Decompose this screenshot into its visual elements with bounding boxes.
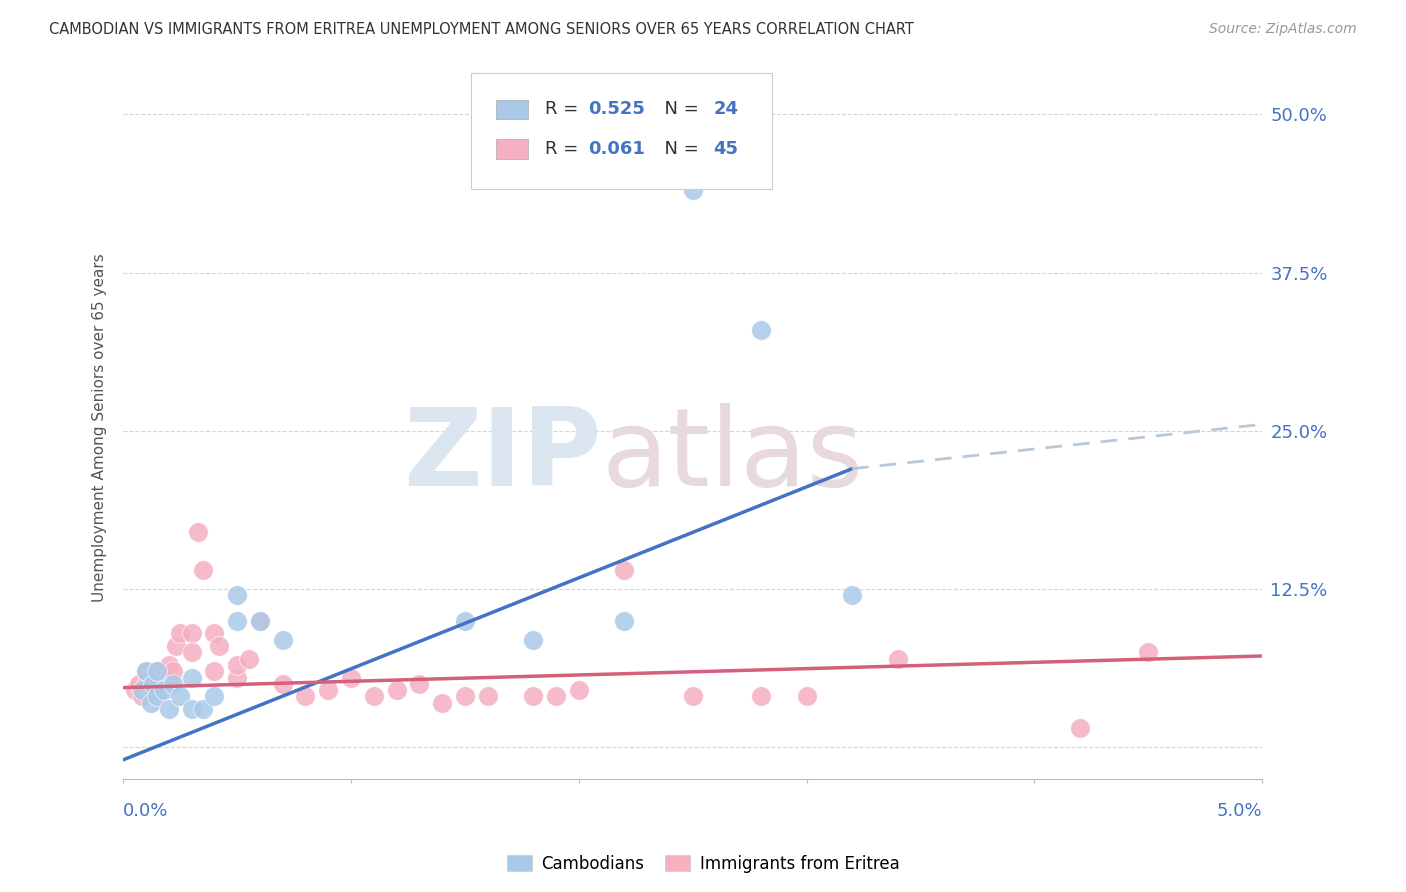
FancyBboxPatch shape <box>496 139 527 159</box>
Text: 0.525: 0.525 <box>588 101 645 119</box>
Y-axis label: Unemployment Among Seniors over 65 years: Unemployment Among Seniors over 65 years <box>93 253 107 602</box>
Point <box>226 671 249 685</box>
Point <box>454 614 477 628</box>
Point <box>139 683 162 698</box>
Point <box>568 683 591 698</box>
Point <box>886 651 908 665</box>
Text: Source: ZipAtlas.com: Source: ZipAtlas.com <box>1209 22 1357 37</box>
Point <box>142 677 165 691</box>
Point <box>169 690 191 704</box>
Point <box>135 664 157 678</box>
Text: CAMBODIAN VS IMMIGRANTS FROM ERITREA UNEMPLOYMENT AMONG SENIORS OVER 65 YEARS CO: CAMBODIAN VS IMMIGRANTS FROM ERITREA UNE… <box>49 22 914 37</box>
Point <box>682 690 704 704</box>
Text: 5.0%: 5.0% <box>1216 802 1263 820</box>
Point <box>749 322 772 336</box>
Point <box>202 664 225 678</box>
Point <box>316 683 339 698</box>
Point <box>1069 721 1091 735</box>
Point <box>165 639 187 653</box>
Point <box>682 183 704 197</box>
Point <box>1137 645 1160 659</box>
FancyBboxPatch shape <box>471 73 772 189</box>
Point <box>841 588 863 602</box>
Point <box>208 639 231 653</box>
Point <box>153 683 176 698</box>
Point <box>385 683 408 698</box>
Point <box>180 671 202 685</box>
Point <box>226 588 249 602</box>
Text: ZIP: ZIP <box>404 402 602 508</box>
Point <box>454 690 477 704</box>
Text: 24: 24 <box>713 101 738 119</box>
Point <box>157 657 180 672</box>
Text: 0.061: 0.061 <box>588 140 645 158</box>
Text: R =: R = <box>544 101 583 119</box>
Point <box>249 614 271 628</box>
Point <box>124 683 146 698</box>
Point <box>142 677 165 691</box>
Point <box>131 683 153 698</box>
Point <box>187 524 209 539</box>
Point <box>202 690 225 704</box>
Point <box>340 671 363 685</box>
Point <box>226 614 249 628</box>
Point <box>226 657 249 672</box>
Text: N =: N = <box>652 140 704 158</box>
Point <box>169 626 191 640</box>
Point <box>294 690 316 704</box>
Legend: Cambodians, Immigrants from Eritrea: Cambodians, Immigrants from Eritrea <box>501 848 905 880</box>
Point <box>162 677 184 691</box>
FancyBboxPatch shape <box>496 100 527 120</box>
Point <box>238 651 260 665</box>
Point <box>522 690 544 704</box>
Point <box>613 614 636 628</box>
Point <box>128 677 150 691</box>
Point <box>202 626 225 640</box>
Point <box>135 677 157 691</box>
Point <box>146 664 169 678</box>
Point <box>146 690 169 704</box>
Point <box>162 664 184 678</box>
Point <box>749 690 772 704</box>
Point <box>796 690 818 704</box>
Text: atlas: atlas <box>602 402 863 508</box>
Point <box>131 690 153 704</box>
Text: N =: N = <box>652 101 704 119</box>
Point <box>249 614 271 628</box>
Text: 45: 45 <box>713 140 738 158</box>
Point <box>191 563 214 577</box>
Text: 0.0%: 0.0% <box>124 802 169 820</box>
Point <box>191 702 214 716</box>
Point <box>146 664 169 678</box>
Point <box>544 690 567 704</box>
Point <box>180 626 202 640</box>
Point <box>522 632 544 647</box>
Point <box>180 645 202 659</box>
Point <box>408 677 430 691</box>
Point <box>271 677 294 691</box>
Point <box>363 690 385 704</box>
Point <box>135 664 157 678</box>
Point <box>139 696 162 710</box>
Point <box>157 671 180 685</box>
Point <box>430 696 453 710</box>
Point <box>180 702 202 716</box>
Point <box>157 702 180 716</box>
Point <box>477 690 499 704</box>
Point <box>613 563 636 577</box>
Point <box>146 683 169 698</box>
Point <box>271 632 294 647</box>
Text: R =: R = <box>544 140 583 158</box>
